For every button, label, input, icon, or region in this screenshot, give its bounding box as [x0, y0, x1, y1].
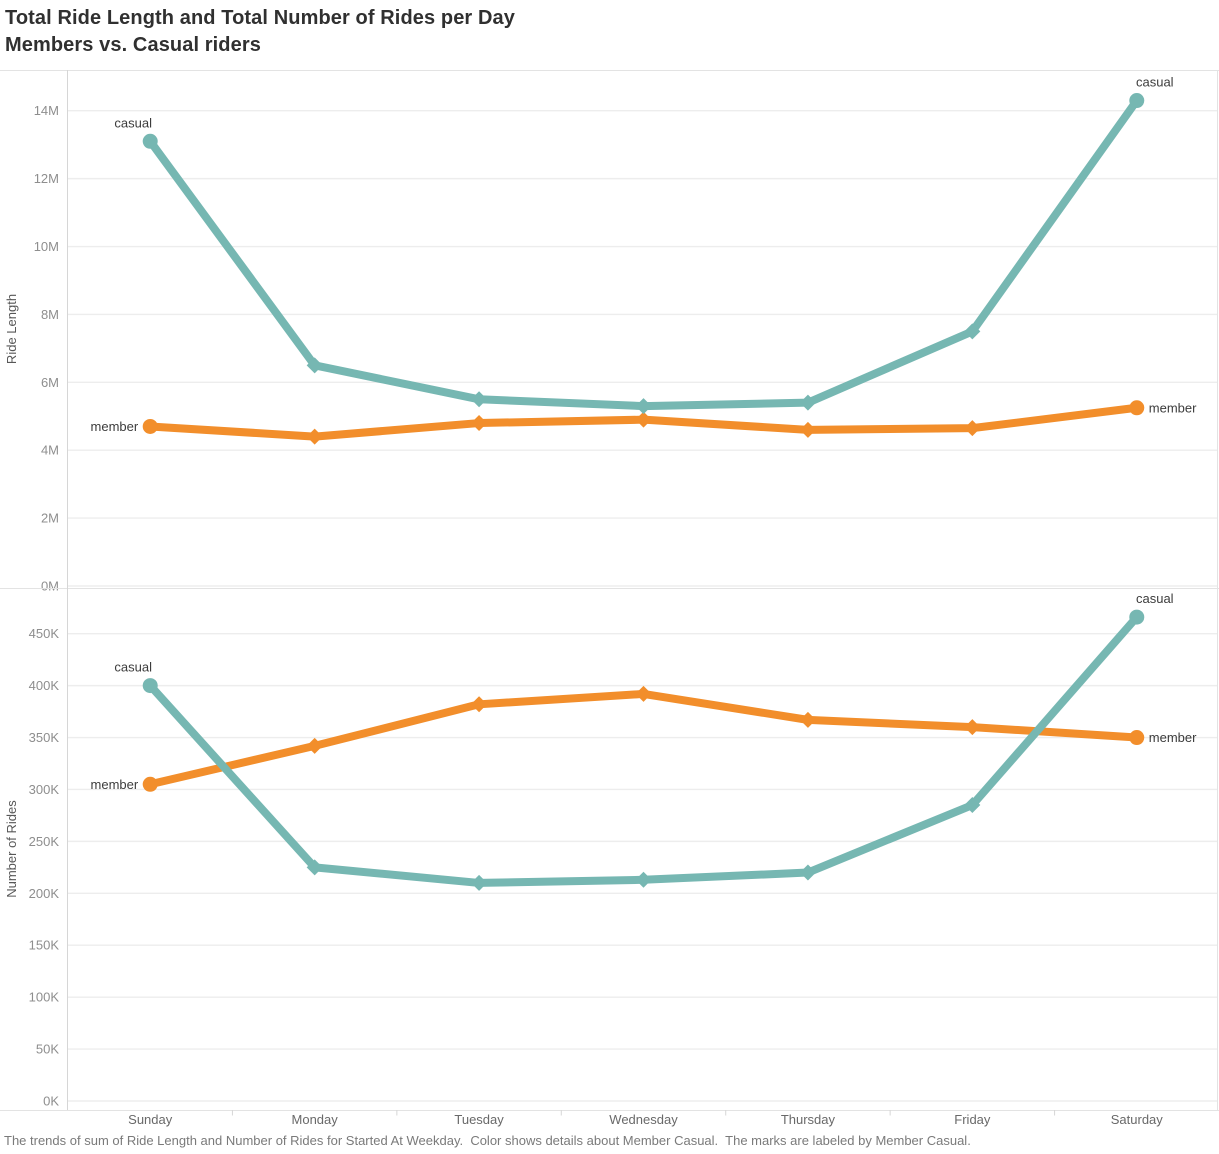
casual-data-point[interactable] [799, 864, 816, 881]
member-data-point[interactable] [306, 737, 323, 754]
casual-series-label: casual [114, 115, 152, 130]
y-axis-title: Ride Length [4, 294, 19, 364]
member-data-point[interactable] [142, 418, 158, 434]
member-data-point[interactable] [471, 696, 488, 713]
y-axis-tick-label: 0M [41, 579, 59, 594]
member-data-point[interactable] [799, 421, 816, 438]
x-axis-label-friday: Friday [954, 1112, 991, 1127]
y-axis-tick-label: 250K [29, 834, 60, 849]
casual-data-point[interactable] [142, 678, 158, 694]
member-series-label: member [91, 777, 139, 792]
casual-data-point[interactable] [635, 398, 652, 415]
y-axis-tick-label: 450K [29, 626, 60, 641]
chart-subtitle: Members vs. Casual riders [5, 34, 261, 56]
member-data-point[interactable] [142, 776, 158, 792]
y-axis-tick-label: 10M [34, 239, 59, 254]
chart-caption: The trends of sum of Ride Length and Num… [4, 1133, 971, 1148]
casual-data-point[interactable] [471, 391, 488, 408]
y-axis-tick-label: 8M [41, 307, 59, 322]
y-axis-tick-label: 350K [29, 730, 60, 745]
y-axis-tick-label: 100K [29, 990, 60, 1005]
member-series-label: member [1149, 730, 1197, 745]
y-axis-title: Number of Rides [4, 800, 19, 898]
member-series-label: member [91, 419, 139, 434]
casual-data-point[interactable] [1129, 609, 1145, 625]
y-axis-tick-label: 6M [41, 375, 59, 390]
casual-data-point[interactable] [799, 394, 816, 411]
member-data-point[interactable] [799, 711, 816, 728]
casual-series-label: casual [1136, 75, 1174, 90]
casual-data-point[interactable] [306, 859, 323, 876]
x-axis-label-saturday: Saturday [1111, 1112, 1164, 1127]
casual-line[interactable] [146, 96, 1141, 411]
casual-series-label: casual [1136, 591, 1174, 606]
member-series-label: member [1149, 400, 1197, 415]
member-data-point[interactable] [635, 685, 652, 702]
chart-title: Total Ride Length and Total Number of Ri… [5, 7, 515, 29]
casual-data-point[interactable] [142, 133, 158, 149]
casual-data-point[interactable] [471, 874, 488, 891]
member-data-point[interactable] [964, 719, 981, 736]
y-axis-tick-label: 300K [29, 782, 60, 797]
y-axis-tick-label: 2M [41, 511, 59, 526]
x-axis-label-tuesday: Tuesday [454, 1112, 504, 1127]
y-axis-tick-label: 4M [41, 443, 59, 458]
y-axis-tick-label: 150K [29, 938, 60, 953]
casual-data-point[interactable] [306, 357, 323, 374]
x-axis-label-wednesday: Wednesday [609, 1112, 678, 1127]
y-axis-tick-label: 12M [34, 171, 59, 186]
member-data-point[interactable] [306, 428, 323, 445]
x-axis-label-sunday: Sunday [128, 1112, 173, 1127]
casual-series-label: casual [114, 660, 152, 675]
x-axis-label-monday: Monday [292, 1112, 339, 1127]
casual-data-point[interactable] [635, 871, 652, 888]
casual-data-point[interactable] [1129, 93, 1145, 109]
y-axis-tick-label: 14M [34, 103, 59, 118]
member-data-point[interactable] [964, 420, 981, 437]
y-axis-tick-label: 400K [29, 678, 60, 693]
casual-data-point[interactable] [964, 797, 981, 814]
x-axis-label-thursday: Thursday [781, 1112, 836, 1127]
y-axis-tick-label: 0K [43, 1094, 59, 1109]
y-axis-tick-label: 200K [29, 886, 60, 901]
casual-data-point[interactable] [964, 323, 981, 340]
member-data-point[interactable] [1129, 400, 1145, 416]
member-line[interactable] [146, 689, 1141, 789]
member-data-point[interactable] [1129, 730, 1145, 746]
member-data-point[interactable] [635, 411, 652, 428]
chart-title-block: Total Ride Length and Total Number of Ri… [5, 5, 515, 59]
y-axis-tick-label: 50K [36, 1042, 59, 1057]
member-data-point[interactable] [471, 415, 488, 432]
